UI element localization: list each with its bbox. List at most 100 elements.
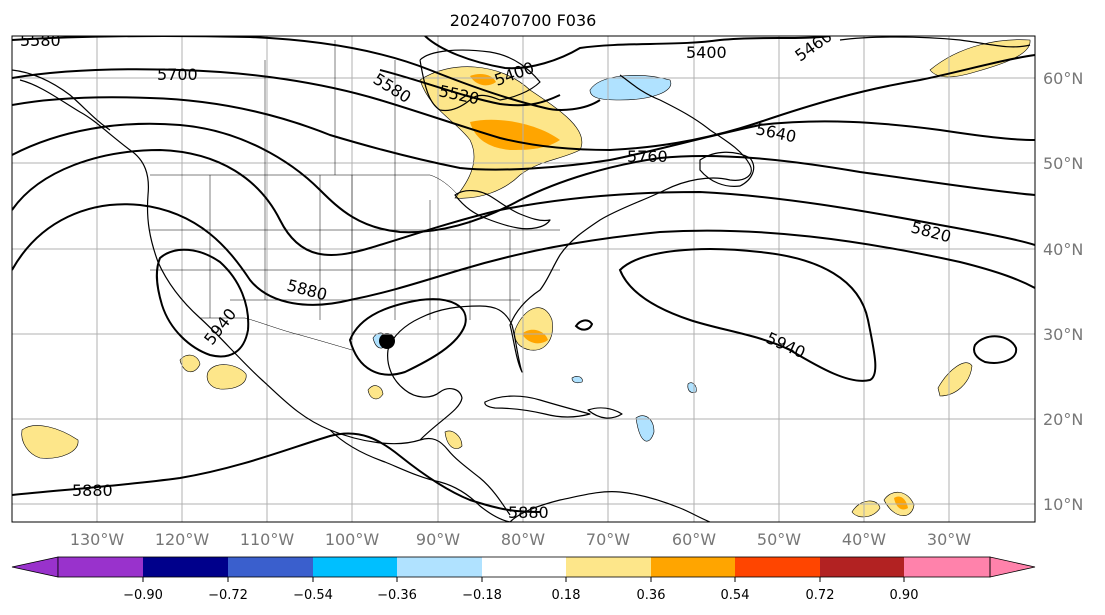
lon-label: 30°W: [927, 530, 971, 549]
negative-anomaly-region: [635, 415, 655, 442]
great-lakes: [454, 190, 551, 230]
coastlines: [12, 36, 1031, 522]
colorbar-frame: [57, 556, 991, 578]
colorbar-bin: [397, 557, 482, 577]
alaska-coast: [12, 69, 111, 131]
colorbar-high-extension: [989, 556, 1036, 578]
contour-small-ring: [574, 319, 594, 331]
contour-label: 5880: [72, 481, 113, 500]
contour-label: 5760: [627, 147, 668, 166]
contour-label: 5700: [157, 65, 198, 84]
colorbar-bin: [482, 557, 566, 577]
strong-positive-anomaly-region: [894, 496, 908, 510]
contour-5940-atlantic: [618, 248, 877, 382]
map-frame: [11, 35, 1036, 523]
central-america-coast: [329, 429, 511, 522]
colorbar-bin: [566, 557, 651, 577]
lat-label: 40°N: [1043, 240, 1083, 259]
contour-5880: [12, 203, 1035, 306]
lat-label: 50°N: [1043, 154, 1083, 173]
lon-label: 110°W: [240, 530, 295, 549]
colorbar-tick-label: 0.90: [890, 588, 919, 603]
hudson-bay-coast: [419, 49, 541, 112]
colorbar-bin: [228, 557, 313, 577]
colorbar-bin: [143, 557, 228, 577]
colorbar-tick-label: 0.36: [637, 588, 666, 603]
contour-5880-south: [12, 432, 541, 513]
strong-negative-anomaly-spot: [379, 333, 395, 349]
positive-anomaly-region: [206, 364, 247, 390]
negative-anomaly-region: [589, 75, 672, 101]
contour-label: 5400: [686, 43, 727, 62]
strong-positive-anomaly-region: [470, 119, 560, 150]
figure-title: 2024070700 F036: [450, 11, 597, 30]
positive-anomaly-region: [21, 425, 79, 459]
positive-anomaly-region: [179, 354, 201, 373]
greenland-coast: [839, 36, 1031, 48]
us-canada-border: [150, 174, 459, 196]
contour-5760: [12, 122, 1035, 234]
colorbar-bin: [313, 557, 397, 577]
north-america-coastline: [19, 74, 752, 516]
lon-label: 50°W: [757, 530, 801, 549]
colorbar-tick-label: −0.54: [293, 588, 333, 603]
latitude-labels: 60°N 50°N 40°N 30°N 20°N 10°N: [1043, 69, 1083, 514]
colorbar-ticks: [142, 577, 905, 582]
negative-anomaly-region: [571, 376, 583, 384]
colorbar: −0.90 −0.72 −0.54 −0.36 −0.18 0.18 0.36 …: [11, 556, 1036, 603]
lat-label: 60°N: [1043, 69, 1083, 88]
anomaly-shading: [21, 39, 1031, 518]
lat-label: 30°N: [1043, 325, 1083, 344]
positive-anomaly-region: [367, 385, 384, 400]
colorbar-tick-label: −0.18: [462, 588, 502, 603]
colorbar-bin: [735, 557, 820, 577]
strong-positive-anomaly-region: [470, 74, 496, 86]
lon-label: 80°W: [501, 530, 545, 549]
colorbar-bin: [904, 557, 990, 577]
contour-5940-west-low: [155, 248, 250, 358]
longitude-labels: 130°W 120°W 110°W 100°W 90°W 80°W 70°W 6…: [70, 530, 971, 549]
lat-label: 10°N: [1043, 495, 1083, 514]
lon-label: 100°W: [325, 530, 380, 549]
hispaniola-coast: [587, 407, 623, 419]
positive-anomaly-region: [444, 430, 463, 449]
us-mexico-border: [200, 317, 353, 351]
contour-5820: [12, 148, 1035, 256]
height-contours: [12, 36, 1035, 513]
contour-5700: [12, 54, 1035, 152]
lon-label: 40°W: [842, 530, 886, 549]
positive-anomaly-region: [929, 39, 1031, 78]
colorbar-bin: [820, 557, 904, 577]
south-america-coast: [509, 491, 711, 522]
contour-label: 5580: [20, 31, 61, 50]
positive-anomaly-region: [851, 500, 881, 518]
colorbar-low-extension: [11, 556, 59, 578]
contour-east-ring: [973, 335, 1018, 364]
strong-positive-anomaly-region: [522, 329, 548, 344]
lon-label: 120°W: [155, 530, 210, 549]
colorbar-bin: [58, 557, 143, 577]
contour-5880-gulf: [348, 298, 467, 376]
map-panel: 5580 5700 5580 5520 5400 5400 5460 5640 …: [12, 31, 1035, 522]
lat-label: 20°N: [1043, 410, 1083, 429]
interior-borders: [150, 40, 560, 340]
lon-label: 130°W: [70, 530, 125, 549]
state-borders: [150, 40, 560, 351]
newfoundland-coast: [699, 151, 755, 187]
colorbar-tick-labels: −0.90 −0.72 −0.54 −0.36 −0.18 0.18 0.36 …: [123, 588, 918, 603]
colorbar-tick-label: −0.90: [123, 588, 163, 603]
colorbar-tick-label: 0.18: [552, 588, 581, 603]
contour-label: 5880: [508, 503, 549, 522]
colorbar-tick-label: 0.54: [721, 588, 750, 603]
contour-5640: [12, 96, 1035, 171]
lon-label: 70°W: [586, 530, 630, 549]
lon-label: 60°W: [672, 530, 716, 549]
contour-5520: [379, 69, 561, 107]
colorbar-tick-label: −0.72: [208, 588, 248, 603]
lon-label: 90°W: [416, 530, 460, 549]
colorbar-tick-label: −0.36: [377, 588, 417, 603]
colorbar-bin: [651, 557, 735, 577]
contour-5400: [424, 36, 831, 70]
colorbar-tick-label: 0.72: [806, 588, 835, 603]
